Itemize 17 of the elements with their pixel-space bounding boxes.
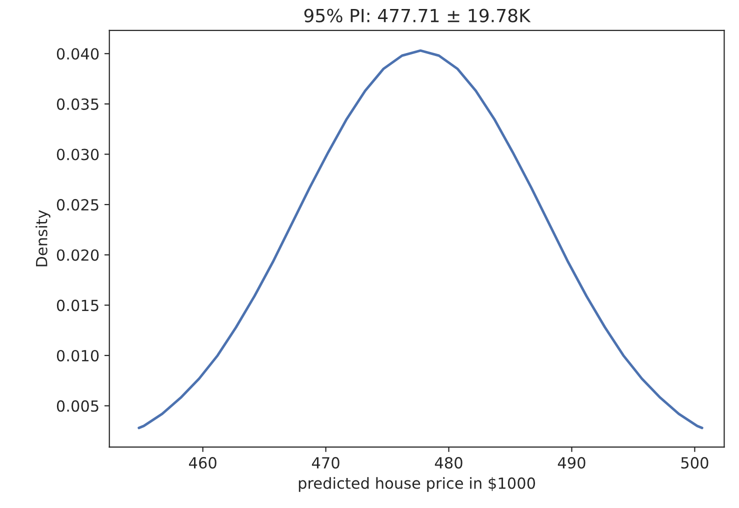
x-axis-title: predicted house price in $1000 bbox=[298, 477, 536, 492]
y-axis-title: Density bbox=[36, 210, 50, 266]
chart-title: 95% PI: 477.71 ± 19.78K bbox=[304, 8, 531, 22]
y-tick-label: 0.010 bbox=[56, 350, 99, 362]
y-tick-label: 0.025 bbox=[56, 199, 98, 211]
y-tick-label: 0.030 bbox=[56, 148, 99, 160]
line-series bbox=[138, 49, 704, 430]
x-tick-label: 460 bbox=[188, 457, 216, 469]
x-tick-label: 500 bbox=[681, 457, 708, 469]
y-tick-label: 0.020 bbox=[56, 249, 99, 261]
y-tick-label: 0.015 bbox=[56, 300, 98, 312]
y-tick-label: 0.040 bbox=[56, 48, 99, 60]
y-tick-label: 0.005 bbox=[56, 400, 98, 412]
x-tick-label: 490 bbox=[558, 457, 586, 469]
y-tick-label: 0.035 bbox=[56, 98, 98, 110]
x-tick-label: 480 bbox=[434, 457, 462, 469]
x-tick-label: 470 bbox=[312, 457, 340, 469]
